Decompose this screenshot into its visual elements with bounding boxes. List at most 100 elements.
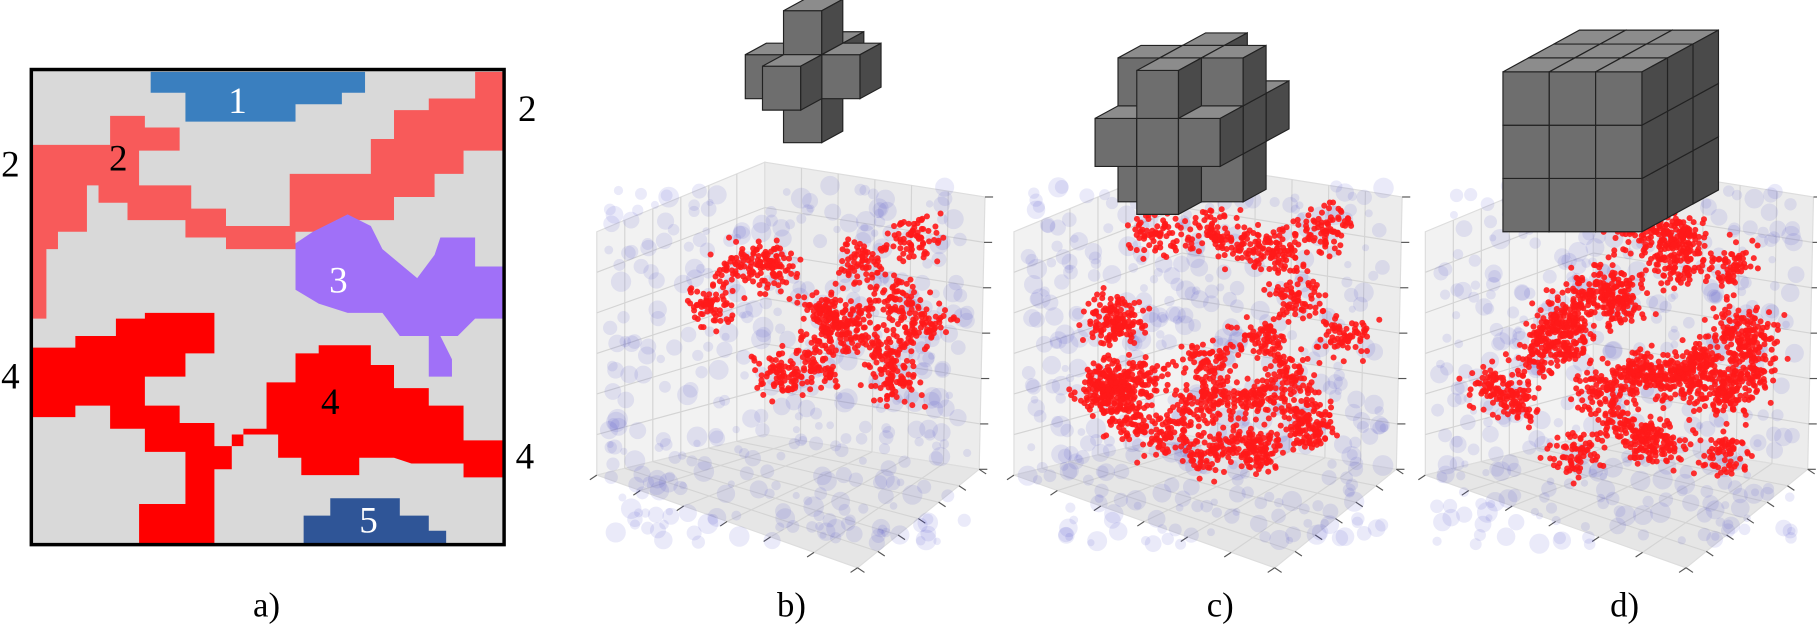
cluster-point [1690,470,1697,477]
cluster-point [804,356,811,363]
cluster-point [832,296,839,303]
pore [917,350,935,368]
pore [1473,528,1486,542]
cluster-point [1330,354,1337,361]
pore [656,354,666,364]
cluster-point [1210,402,1217,409]
volume-panel [1418,29,1817,573]
pore [774,323,786,334]
cluster-point [1729,437,1736,444]
cluster-point [1652,311,1659,318]
cluster-point [1171,244,1178,251]
pore [617,391,635,409]
pore [1373,177,1394,199]
cluster-point [722,301,729,308]
pore [1523,287,1536,300]
pore [622,211,640,229]
cluster-point [1357,338,1364,345]
pore [855,210,877,232]
cluster-point [1711,390,1718,397]
pore [1702,495,1719,512]
cluster-point [1311,372,1318,379]
pore [662,507,680,525]
cluster-point [1257,326,1264,333]
pore [1029,292,1044,307]
cluster-point [703,298,710,305]
cluster-point [1133,408,1140,415]
pore [868,534,885,551]
pore [875,189,895,209]
cluster-point [1130,329,1137,336]
cluster-point [1729,406,1736,413]
pore [1450,283,1464,297]
cluster-point [786,255,793,262]
cluster-point [877,385,884,392]
cluster-point [1470,404,1477,411]
pore [691,183,707,199]
cluster-point [834,331,841,338]
cluster-point [1201,439,1208,446]
cluster-point [1311,234,1318,241]
cluster-point [1312,304,1319,311]
pore [1161,532,1174,546]
pore [949,409,967,427]
cluster-point [876,263,883,270]
cluster-point [833,309,840,316]
pore [1732,487,1748,504]
cluster-point [1085,372,1092,379]
cluster-point [1291,230,1298,237]
cluster-point [1636,237,1643,244]
cluster-point [1198,401,1205,408]
cluster-point [1170,404,1177,411]
cluster-point [888,377,895,384]
cluster-point [1141,247,1148,254]
pore [608,334,626,353]
pore [922,258,933,269]
cluster-point [883,358,890,365]
cluster-point [1605,254,1612,261]
cluster-point [1201,359,1208,366]
pore [1306,524,1327,545]
pore [1711,532,1720,541]
cluster-point [1116,424,1123,431]
cluster-point [937,324,944,331]
cluster-point [1336,339,1343,346]
pore [844,514,856,526]
pore [948,274,964,291]
cluster-point [1742,385,1749,392]
pore [914,274,931,291]
pore [1344,287,1359,303]
cluster-point [917,297,924,304]
pore [878,443,891,455]
cluster-point [856,302,863,309]
cluster-point [1084,366,1091,373]
pore [1766,441,1783,459]
cluster-point [1219,361,1226,368]
pore [1188,318,1202,332]
pore [1602,341,1623,361]
pore [1484,264,1503,283]
pore [732,425,740,434]
cluster-point [716,278,723,285]
pore [1346,449,1358,461]
pore [792,491,800,500]
pore [1784,492,1795,502]
cluster-point [750,278,757,285]
cluster-point [1229,433,1236,440]
cluster-point [1641,235,1648,242]
pore [1430,499,1444,514]
voxel-face [821,54,861,100]
pore [1252,410,1273,430]
cluster-point [1156,438,1163,445]
cluster-point [728,302,735,309]
cluster-point [1214,224,1221,231]
pore [1071,307,1084,320]
pore [696,263,706,274]
cluster-point [1317,336,1324,343]
caption: a) [253,585,280,624]
cluster-point [1737,372,1744,379]
cluster-point [1204,213,1211,220]
cluster-point [1092,382,1099,389]
pore [1578,229,1594,246]
pore [1605,491,1620,506]
